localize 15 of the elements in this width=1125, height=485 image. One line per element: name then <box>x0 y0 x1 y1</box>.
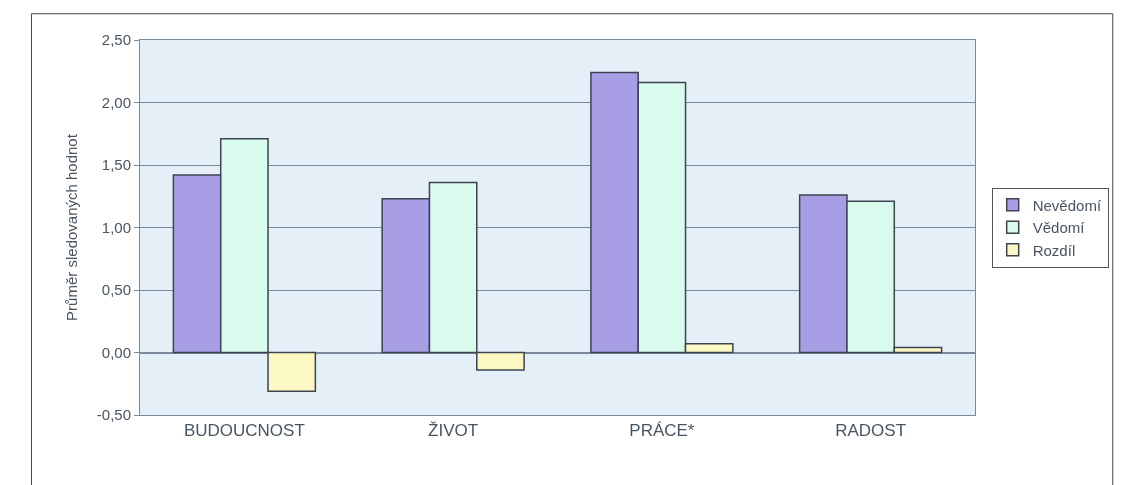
y-tick-label: 0,50 <box>101 281 131 299</box>
legend-label: Nevědomí <box>1032 196 1102 214</box>
y-tick-label: -0,50 <box>96 406 131 424</box>
y-tick-label: 0,00 <box>101 343 131 361</box>
y-tick-label: 2,50 <box>101 31 131 49</box>
x-tick-label: BUDOUCNOST <box>183 421 305 441</box>
y-tick-label: 1,50 <box>101 156 131 174</box>
y-tick-label: 1,00 <box>101 218 131 236</box>
x-tick-label: RADOST <box>835 421 907 441</box>
legend-label: Rozdíl <box>1032 241 1076 259</box>
x-tick-label: PRÁCE* <box>629 421 695 441</box>
y-axis-title: Průměr sledovaných hodnot <box>63 133 81 321</box>
x-tick-label: ŽIVOT <box>428 421 479 441</box>
y-tick-label: 2,00 <box>101 93 131 111</box>
legend-label: Vědomí <box>1032 219 1086 237</box>
